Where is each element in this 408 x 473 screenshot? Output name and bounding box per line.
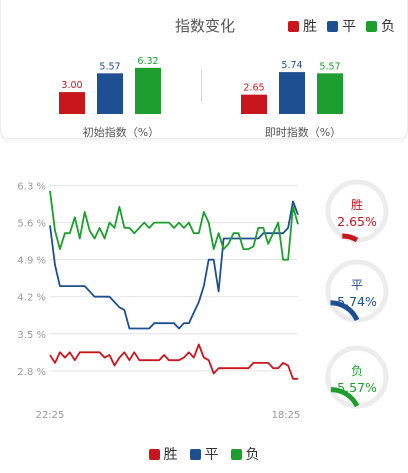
page-title: 指数变化: [174, 17, 235, 35]
series-line-1: [49, 200, 299, 330]
current-bar-label-1: 5.74: [281, 60, 302, 71]
current-bar-2: [317, 73, 343, 114]
current-bar-label-2: 5.57: [319, 61, 340, 72]
y-tick-label-1: 3.5 %: [17, 330, 46, 341]
initial-index-bar-chart: 3.00 5.57 6.32: [59, 56, 161, 114]
legend-label-loss: 负: [381, 19, 395, 35]
gauge-label-1: 平: [351, 278, 363, 292]
footer-legend-item-draw: 平: [189, 444, 219, 464]
gauge-win: 胜 2.65%: [325, 179, 389, 243]
legend-label-draw: 平: [342, 19, 356, 35]
header-legend: 胜 平 负: [288, 16, 395, 36]
x-tick-label-start: 22:25: [36, 410, 65, 421]
gauge-label-2: 负: [351, 364, 363, 378]
gauge-arc-2: [330, 387, 360, 408]
gauge-label-0: 胜: [351, 197, 363, 212]
gauge-value-2: 5.57%: [337, 380, 377, 395]
y-tick-label-3: 4.9 %: [17, 256, 46, 267]
series-line-2: [49, 190, 299, 261]
initial-bar-label-0: 3.00: [61, 80, 82, 91]
footer-legend-label-draw: 平: [204, 447, 219, 463]
footer-legend-label-loss: 负: [245, 447, 260, 463]
footer-legend: 胜 平 负: [0, 444, 408, 464]
legend-swatch-loss: [366, 20, 377, 32]
gauge-value-0: 2.65%: [337, 214, 377, 229]
footer-legend-swatch-loss: [230, 448, 242, 460]
footer-legend-swatch-win: [148, 448, 160, 460]
y-tick-label-2: 4.2 %: [17, 293, 46, 304]
footer-legend-swatch-draw: [189, 448, 201, 460]
legend-swatch-win: [288, 20, 299, 32]
legend-item-win: 胜: [288, 16, 317, 36]
gauge-arc-0: [342, 233, 359, 243]
footer-legend-label-win: 胜: [163, 447, 178, 463]
current-bar-0: [241, 94, 267, 114]
current-index-bar-chart: 2.65 5.74 5.57: [241, 60, 343, 114]
y-tick-label-5: 6.3 %: [17, 182, 46, 193]
footer-legend-item-loss: 负: [230, 444, 260, 464]
y-tick-label-0: 2.8 %: [17, 367, 46, 378]
initial-bar-label-1: 5.57: [99, 61, 120, 72]
initial-bar-0: [59, 92, 85, 114]
divider: [201, 70, 202, 102]
current-bar-1: [279, 72, 305, 114]
initial-bar-label-2: 6.32: [137, 56, 158, 67]
footer-legend-item-win: 胜: [148, 444, 178, 464]
index-trend-line-chart: 2.8 % 3.5 % 4.2 % 4.9 % 5.6 % 6.3 % 22:25 18:25: [17, 182, 301, 421]
current-index-caption: 即时指数（%）: [264, 126, 342, 139]
legend-label-win: 胜: [303, 19, 317, 35]
current-bar-label-0: 2.65: [243, 83, 264, 94]
index-summary-card: 指数变化 胜 平 负 3.00 5.57 6.32 2.65 5.74 5.57 初始指…: [0, 0, 408, 139]
legend-swatch-draw: [327, 20, 338, 32]
legend-item-draw: 平: [327, 16, 356, 36]
gauge-value-1: 5.74%: [337, 294, 377, 309]
gauge-draw: 平 5.74%: [325, 259, 389, 323]
initial-index-caption: 初始指数（%）: [82, 126, 160, 139]
gauge-loss: 负 5.57%: [325, 345, 389, 409]
initial-bar-1: [97, 73, 123, 114]
x-tick-label-end: 18:25: [272, 410, 301, 421]
legend-item-loss: 负: [366, 16, 395, 36]
y-tick-label-4: 5.6 %: [17, 219, 46, 230]
initial-bar-2: [135, 67, 161, 114]
gauge-arc-1: [330, 300, 360, 322]
series-line-0: [49, 343, 298, 380]
